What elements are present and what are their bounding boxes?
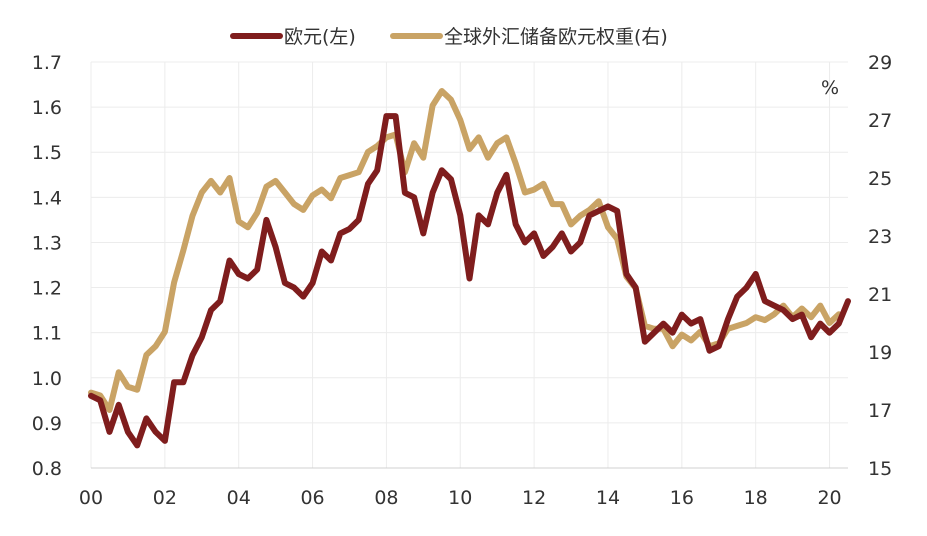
x-tick-label: 06 <box>300 487 324 509</box>
series-lines <box>88 88 851 449</box>
right-tick-label: 27 <box>868 110 892 132</box>
x-tick-label: 16 <box>670 487 694 509</box>
left-tick-label: 1.7 <box>32 52 62 74</box>
x-tick-label: 10 <box>448 487 472 509</box>
right-tick-label: 21 <box>868 284 892 306</box>
right-tick-label: 15 <box>868 458 892 480</box>
x-tick-label: 08 <box>374 487 398 509</box>
legend: 欧元(左) 全球外汇储备欧元权重(右) <box>230 26 668 48</box>
series-line-euro-reserve-share <box>88 88 842 413</box>
left-tick-label: 1.2 <box>32 278 62 300</box>
left-tick-label: 1.4 <box>32 187 62 209</box>
x-tick-label: 02 <box>153 487 177 509</box>
left-tick-label: 0.9 <box>32 413 62 435</box>
left-tick-label: 1.3 <box>32 232 62 254</box>
legend-label-euro-reserve-share: 全球外汇储备欧元权重(右) <box>444 26 668 48</box>
x-tick-label: 20 <box>817 487 841 509</box>
left-axis-ticks: 0.8 0.9 1.0 1.1 1.2 1.3 1.4 1.5 1.6 1.7 <box>32 52 62 480</box>
right-tick-label: 17 <box>868 400 892 422</box>
right-axis-ticks: 15 17 19 21 23 25 27 29 <box>868 52 892 480</box>
left-tick-label: 1.5 <box>32 142 62 164</box>
right-tick-label: 23 <box>868 226 892 248</box>
right-tick-label: 29 <box>868 52 892 74</box>
x-tick-label: 04 <box>227 487 251 509</box>
left-tick-label: 0.8 <box>32 458 62 480</box>
legend-label-euro: 欧元(左) <box>284 26 356 48</box>
x-tick-label: 18 <box>744 487 768 509</box>
x-tick-label: 12 <box>522 487 546 509</box>
series-line-euro <box>88 113 851 449</box>
x-axis-ticks: 00 02 04 06 08 10 12 14 16 18 20 <box>79 487 842 509</box>
left-tick-label: 1.0 <box>32 368 62 390</box>
right-tick-label: 25 <box>868 168 892 190</box>
grid-lines <box>90 61 848 468</box>
x-tick-label: 14 <box>596 487 620 509</box>
right-axis-unit: % <box>821 77 839 99</box>
x-tick-label: 00 <box>79 487 103 509</box>
left-tick-label: 1.1 <box>32 323 62 345</box>
left-tick-label: 1.6 <box>32 97 62 119</box>
right-tick-label: 19 <box>868 342 892 364</box>
